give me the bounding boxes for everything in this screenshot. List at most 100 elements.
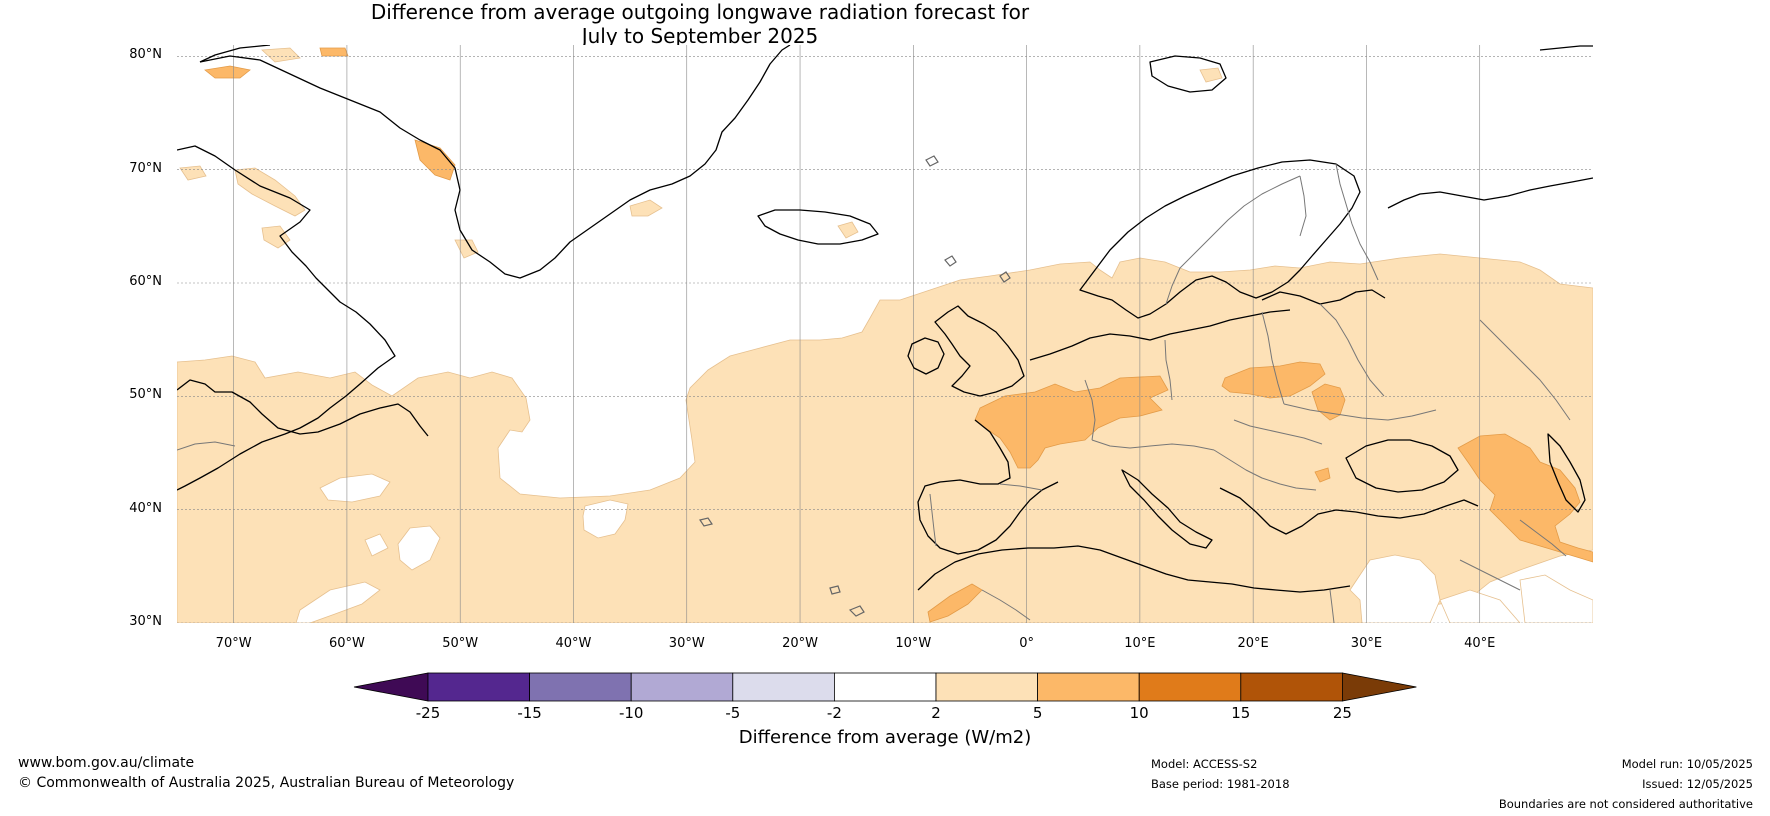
country-borders — [177, 163, 1571, 623]
small-islands — [699, 155, 1011, 617]
coastline-greenland — [199, 45, 791, 279]
anomaly-field-greece — [1314, 467, 1331, 483]
coastline-north-africa — [917, 545, 1351, 593]
border-belarus-russia — [1319, 303, 1385, 397]
border-ukraine — [1283, 403, 1437, 421]
coastline-caspian — [1547, 433, 1586, 513]
latitude-label: 50°N — [129, 387, 162, 403]
footer-copyright: © Commonwealth of Australia 2025, Austra… — [18, 775, 515, 791]
island-shetland — [999, 271, 1011, 283]
anomaly-field-greenland-3 — [319, 47, 349, 57]
border-france-germany — [1084, 379, 1096, 441]
footer-website: www.bom.gov.au/climate — [18, 755, 195, 771]
island-canaries — [848, 605, 865, 617]
patch-svalbard — [1199, 67, 1223, 83]
colorbar-segment — [1240, 672, 1343, 702]
coastline-labrador-shore — [177, 379, 429, 437]
title-line-2: July to September 2025 — [581, 24, 819, 48]
coastline-balkans-turkey — [1219, 487, 1479, 535]
footer-base-period: Base period: 1981-2018 — [1151, 777, 1290, 791]
patch-baffin-3 — [261, 225, 291, 249]
colorbar-tick-label: -2 — [826, 704, 842, 722]
colorbar-segment — [1037, 672, 1140, 702]
longitude-label: 40°W — [555, 636, 592, 651]
coastline-black-sea — [1345, 439, 1459, 493]
colorbar-tick-label: -10 — [618, 704, 644, 722]
footer-disclaimer: Boundaries are not considered authoritat… — [1498, 797, 1753, 811]
colorbar-tick-label: 15 — [1231, 704, 1251, 722]
coastline-italy — [1121, 469, 1213, 549]
border-hungary-romania — [1233, 419, 1323, 445]
border-spain-portugal — [929, 493, 937, 547]
border-canada-usa — [177, 441, 236, 451]
colorbar-tick-label: 5 — [1032, 704, 1043, 722]
border-finland-russia — [1335, 163, 1379, 281]
anomaly-field-poland — [1221, 361, 1326, 399]
island-madeira — [829, 585, 841, 595]
longitude-label: 20°E — [1237, 636, 1269, 651]
border-spain-france — [999, 483, 1043, 491]
coastlines — [177, 45, 1593, 593]
coastline-novaya-zemlya — [1539, 45, 1593, 51]
border-libya-egypt — [1329, 589, 1335, 623]
colorbar-tick-label: -25 — [415, 704, 441, 722]
hole-east-med — [1349, 554, 1441, 623]
longitude-label: 50°W — [442, 636, 479, 651]
colorbar-segment — [935, 672, 1038, 702]
colorbar-segment — [529, 672, 632, 702]
longitude-label: 0° — [1019, 636, 1034, 651]
border-poland-east — [1261, 311, 1285, 405]
border-sweden-finland — [1299, 175, 1307, 237]
patch-greenland-northwest — [261, 47, 301, 63]
graticule — [177, 45, 1593, 623]
coastline-scandinavia — [1079, 159, 1361, 319]
colorbar — [353, 672, 1417, 702]
colorbar-tick-label: 2 — [931, 704, 941, 722]
footer-model: Model: ACCESS-S2 — [1151, 757, 1258, 771]
coastline-ireland — [907, 337, 945, 375]
longitude-label: 40°E — [1464, 636, 1496, 651]
longitude-label: 10°E — [1124, 636, 1156, 651]
coastline-france-iberia — [917, 419, 1059, 555]
latitude-label: 80°N — [129, 47, 162, 63]
arctic-patches — [179, 47, 1223, 259]
anomaly-2-to-5-fields — [177, 253, 1593, 623]
colorbar-tick-label: 10 — [1129, 704, 1149, 722]
coastline-iceland — [757, 209, 879, 245]
colorbar-tick-label: -15 — [517, 704, 542, 722]
border-russia-kazakh — [1479, 319, 1571, 421]
longitude-label: 30°E — [1350, 636, 1383, 651]
colorbar-segment — [1138, 672, 1242, 702]
colorbar-tick-label: -5 — [725, 704, 741, 722]
anomaly-field-sahara — [927, 583, 983, 623]
near-zero-holes — [295, 473, 1593, 623]
island-jan-mayen — [925, 155, 939, 167]
coastline-baffin — [177, 145, 396, 491]
border-norway-sweden — [1165, 175, 1301, 305]
border-germany-poland — [1164, 339, 1173, 401]
anomaly-field-greenland-2 — [204, 65, 251, 79]
title-line-1: Difference from average outgoing longwav… — [370, 0, 1030, 24]
footer-model-run: Model run: 10/05/2025 — [1621, 757, 1753, 771]
map-plot-area — [177, 45, 1593, 623]
patch-baffin-2 — [234, 167, 306, 217]
latitude-label: 40°N — [129, 500, 162, 516]
border-balkans — [1213, 449, 1317, 491]
border-alps — [1091, 439, 1215, 451]
coastline-baltic — [1261, 289, 1386, 305]
longitude-label: 20°W — [782, 636, 818, 651]
border-turkey-iran — [1519, 519, 1567, 557]
longitude-label: 70°W — [215, 636, 252, 651]
footer-issued: Issued: 12/05/2025 — [1642, 777, 1753, 791]
colorbar-extend-max — [1342, 672, 1417, 702]
hole-mid-atlantic-1 — [319, 473, 391, 503]
anomaly-field-france — [974, 375, 1169, 469]
coastline-svalbard — [1149, 55, 1227, 93]
longitude-label: 10°W — [895, 636, 932, 651]
colorbar-extend-min — [353, 672, 429, 702]
colorbar-tick-label: 25 — [1332, 704, 1352, 722]
island-azores — [699, 517, 713, 527]
anomaly-5-to-10-fields — [204, 47, 1593, 623]
coastline-british-isles — [934, 305, 1025, 397]
